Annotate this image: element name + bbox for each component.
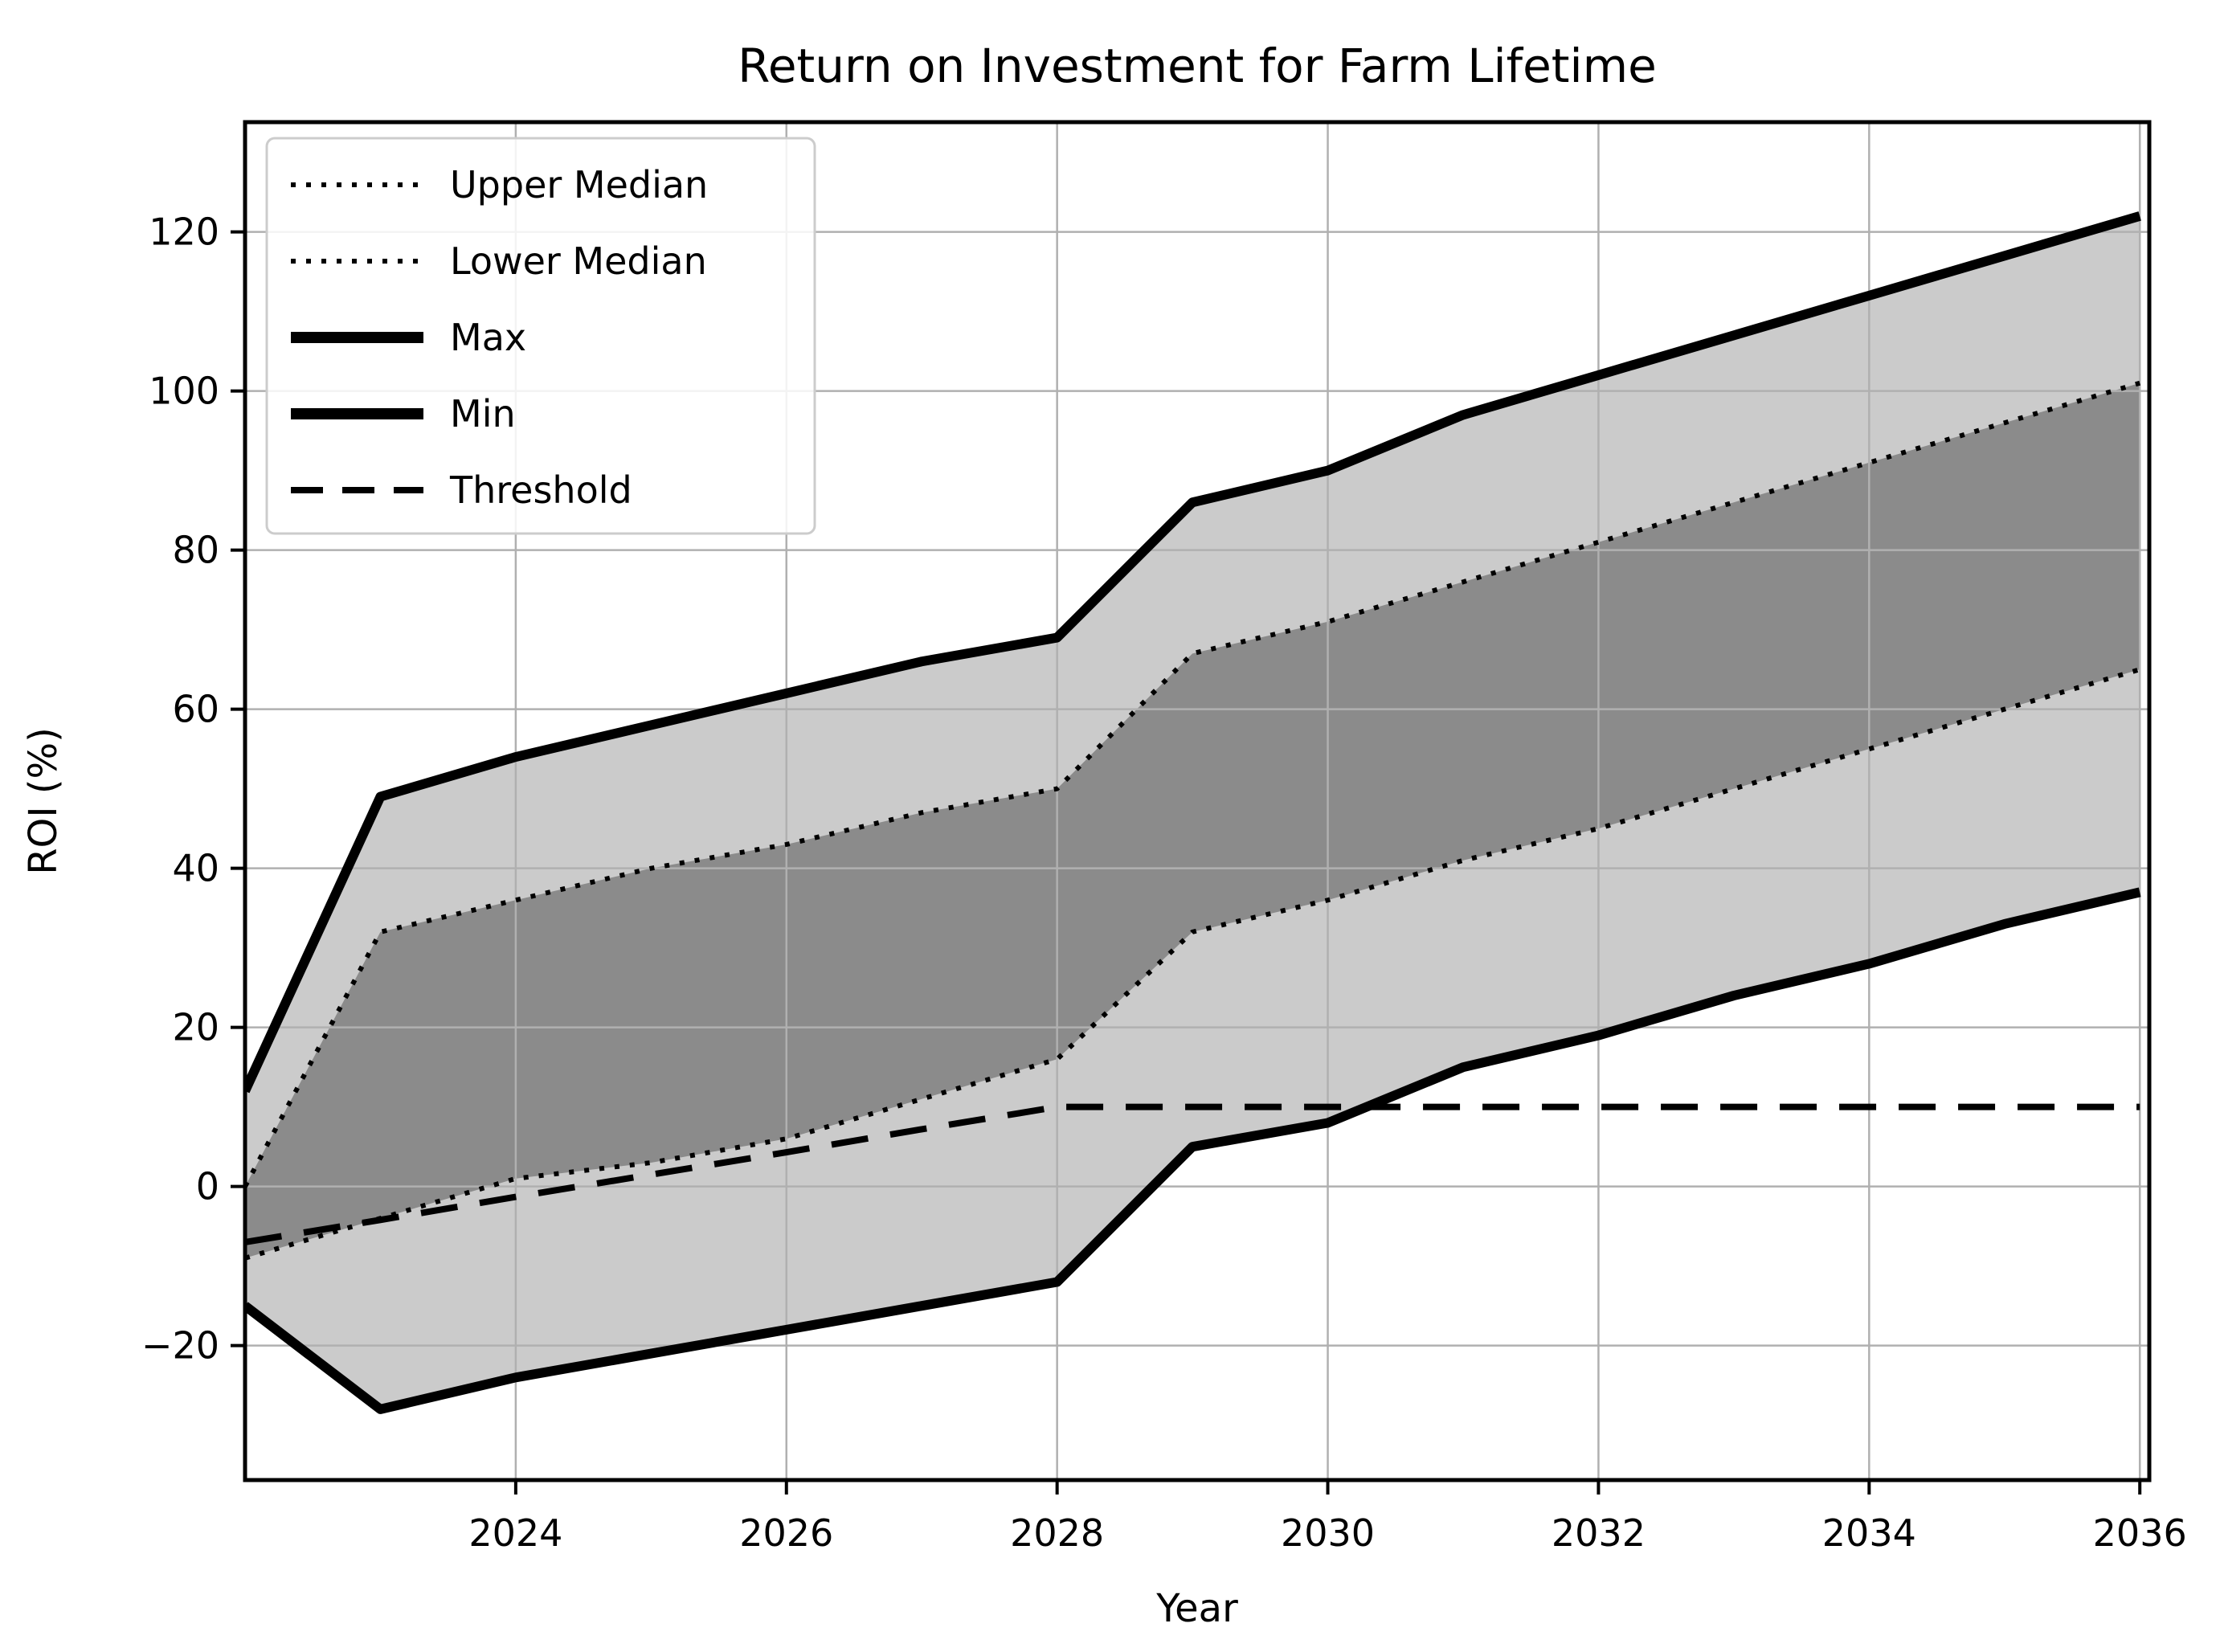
- legend-label: Min: [450, 392, 516, 435]
- x-tick-label-2032: 2032: [1552, 1511, 1646, 1555]
- tick-marks: [231, 230, 2142, 1495]
- band-median-range: [245, 382, 2140, 1258]
- x-tick-label-2028: 2028: [1010, 1511, 1104, 1555]
- x-tick-label-2036: 2036: [2093, 1511, 2187, 1555]
- legend-entry-threshold: Threshold: [291, 468, 632, 512]
- x-axis-label: Year: [1155, 1586, 1238, 1631]
- series-line-max: [245, 211, 2141, 1094]
- series-line-lower-median: [245, 667, 2141, 1261]
- x-tick-label-2030: 2030: [1281, 1511, 1375, 1555]
- y-tick-label-−20: −20: [141, 1324, 219, 1368]
- legend-label: Lower Median: [450, 239, 707, 283]
- y-tick-label-80: 80: [172, 529, 219, 572]
- legend-entry-upper-median: Upper Median: [291, 163, 708, 206]
- y-tick-label-120: 120: [149, 211, 219, 254]
- y-tick-label-60: 60: [172, 688, 219, 731]
- legend-label: Upper Median: [450, 163, 708, 206]
- series-line-upper-median: [245, 380, 2141, 1188]
- series-line-min: [245, 887, 2141, 1414]
- series-line-threshold: [245, 1103, 2140, 1245]
- tick-labels: 2024 2026 2028 2030 2032 2034 2036 −20 0 20 40 60 80…: [141, 211, 2187, 1555]
- x-tick-label-2024: 2024: [468, 1511, 562, 1555]
- y-tick-label-100: 100: [149, 370, 219, 413]
- legend: Upper Median Lower Median Max Min Threshold: [265, 137, 816, 535]
- y-axis-label: ROI (%): [21, 727, 66, 875]
- legend-label: Threshold: [449, 468, 632, 512]
- axes-spines: [243, 120, 2152, 1482]
- y-tick-label-40: 40: [172, 847, 219, 890]
- y-tick-label-0: 0: [196, 1165, 219, 1208]
- plot-area: 2024 2026 2028 2030 2032 2034 2036 −20 0 20 40 60 80…: [141, 120, 2187, 1555]
- legend-label: Max: [450, 316, 526, 359]
- y-tick-label-20: 20: [172, 1006, 219, 1049]
- legend-box: [265, 137, 816, 535]
- x-tick-label-2026: 2026: [739, 1511, 833, 1555]
- legend-entry-max: Max: [291, 316, 526, 359]
- legend-entry-lower-median: Lower Median: [291, 239, 707, 283]
- chart-title: Return on Investment for Farm Lifetime: [738, 39, 1657, 93]
- x-tick-label-2034: 2034: [1822, 1511, 1916, 1555]
- legend-entry-min: Min: [291, 392, 516, 435]
- clipped-layers: [245, 122, 2149, 1480]
